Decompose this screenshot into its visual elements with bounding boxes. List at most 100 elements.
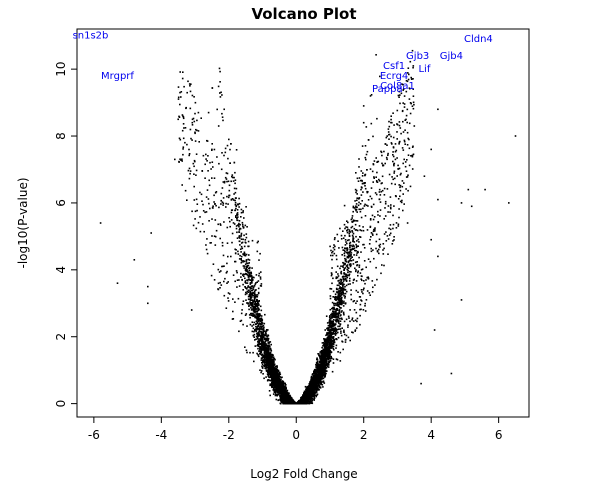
data-point bbox=[331, 307, 333, 310]
data-point bbox=[330, 337, 333, 339]
data-point bbox=[264, 367, 266, 369]
data-point bbox=[352, 244, 354, 246]
data-point bbox=[225, 178, 228, 180]
data-point bbox=[330, 342, 333, 344]
data-point bbox=[355, 229, 358, 231]
data-point bbox=[336, 313, 338, 315]
data-point bbox=[247, 285, 250, 287]
data-point bbox=[254, 345, 257, 347]
data-point bbox=[261, 325, 263, 327]
data-point bbox=[323, 338, 325, 340]
data-point bbox=[266, 337, 269, 340]
data-point bbox=[272, 361, 274, 364]
data-point bbox=[328, 326, 331, 328]
data-point bbox=[349, 250, 352, 252]
data-point bbox=[281, 376, 283, 379]
data-point bbox=[349, 248, 351, 251]
data-point bbox=[351, 230, 353, 232]
data-point bbox=[350, 218, 353, 221]
data-point bbox=[224, 147, 227, 150]
data-point bbox=[243, 245, 246, 248]
data-point bbox=[330, 339, 332, 341]
data-point bbox=[341, 327, 343, 329]
data-point bbox=[316, 357, 318, 359]
data-point bbox=[348, 270, 351, 273]
data-point bbox=[257, 309, 260, 311]
data-point bbox=[259, 330, 261, 333]
data-point bbox=[236, 212, 239, 214]
data-point bbox=[344, 239, 347, 241]
data-point bbox=[339, 278, 342, 281]
data-point bbox=[315, 395, 317, 398]
chart-title: Volcano Plot bbox=[251, 5, 356, 23]
data-point bbox=[270, 349, 272, 351]
data-point bbox=[247, 267, 250, 270]
data-point bbox=[237, 216, 239, 218]
data-point bbox=[229, 148, 231, 151]
data-point bbox=[239, 223, 241, 226]
data-point bbox=[375, 54, 377, 56]
data-point bbox=[341, 293, 344, 295]
data-point bbox=[327, 345, 330, 348]
data-point bbox=[248, 259, 251, 261]
data-point bbox=[353, 247, 356, 249]
data-point bbox=[313, 370, 315, 372]
data-point bbox=[247, 298, 250, 300]
data-point bbox=[332, 339, 334, 341]
data-point bbox=[250, 297, 253, 299]
data-point bbox=[226, 180, 228, 183]
data-point bbox=[343, 275, 345, 278]
data-point bbox=[355, 246, 358, 249]
data-point bbox=[346, 239, 349, 242]
data-point bbox=[258, 326, 261, 328]
data-point bbox=[334, 312, 336, 314]
data-point bbox=[342, 249, 344, 251]
data-point bbox=[240, 259, 243, 262]
data-point bbox=[341, 282, 343, 284]
data-point bbox=[249, 302, 251, 304]
data-point bbox=[321, 364, 324, 366]
data-point bbox=[325, 349, 328, 351]
data-point bbox=[350, 249, 353, 251]
data-point bbox=[288, 392, 290, 394]
data-point bbox=[219, 70, 221, 73]
data-point bbox=[260, 315, 263, 317]
data-point bbox=[273, 360, 275, 362]
data-point bbox=[265, 370, 268, 372]
data-point bbox=[260, 309, 263, 312]
data-point bbox=[320, 383, 322, 386]
data-point bbox=[247, 295, 250, 298]
data-point bbox=[364, 174, 366, 176]
data-point bbox=[257, 332, 259, 334]
data-point bbox=[327, 361, 330, 363]
data-point bbox=[370, 94, 373, 96]
data-point bbox=[243, 267, 245, 269]
data-point bbox=[255, 298, 258, 301]
data-point bbox=[330, 341, 332, 343]
data-point bbox=[329, 350, 332, 353]
data-point bbox=[335, 288, 338, 291]
data-point bbox=[242, 225, 244, 228]
data-point bbox=[316, 387, 319, 390]
data-point bbox=[364, 156, 367, 159]
data-point bbox=[338, 284, 340, 287]
data-point bbox=[232, 199, 235, 201]
data-point bbox=[264, 353, 266, 355]
data-point bbox=[257, 355, 260, 358]
data-point bbox=[275, 383, 277, 386]
data-point bbox=[346, 256, 349, 259]
data-point bbox=[354, 208, 357, 210]
data-point bbox=[256, 334, 259, 336]
data-point bbox=[345, 265, 348, 267]
data-point bbox=[347, 253, 349, 255]
data-point bbox=[255, 294, 257, 296]
data-point bbox=[240, 245, 243, 248]
data-point bbox=[286, 389, 289, 392]
data-point bbox=[242, 253, 245, 255]
data-point bbox=[273, 358, 276, 360]
data-point bbox=[233, 187, 236, 190]
data-point bbox=[317, 353, 319, 355]
data-point bbox=[221, 94, 223, 96]
data-point bbox=[342, 305, 345, 307]
data-point bbox=[322, 363, 324, 365]
